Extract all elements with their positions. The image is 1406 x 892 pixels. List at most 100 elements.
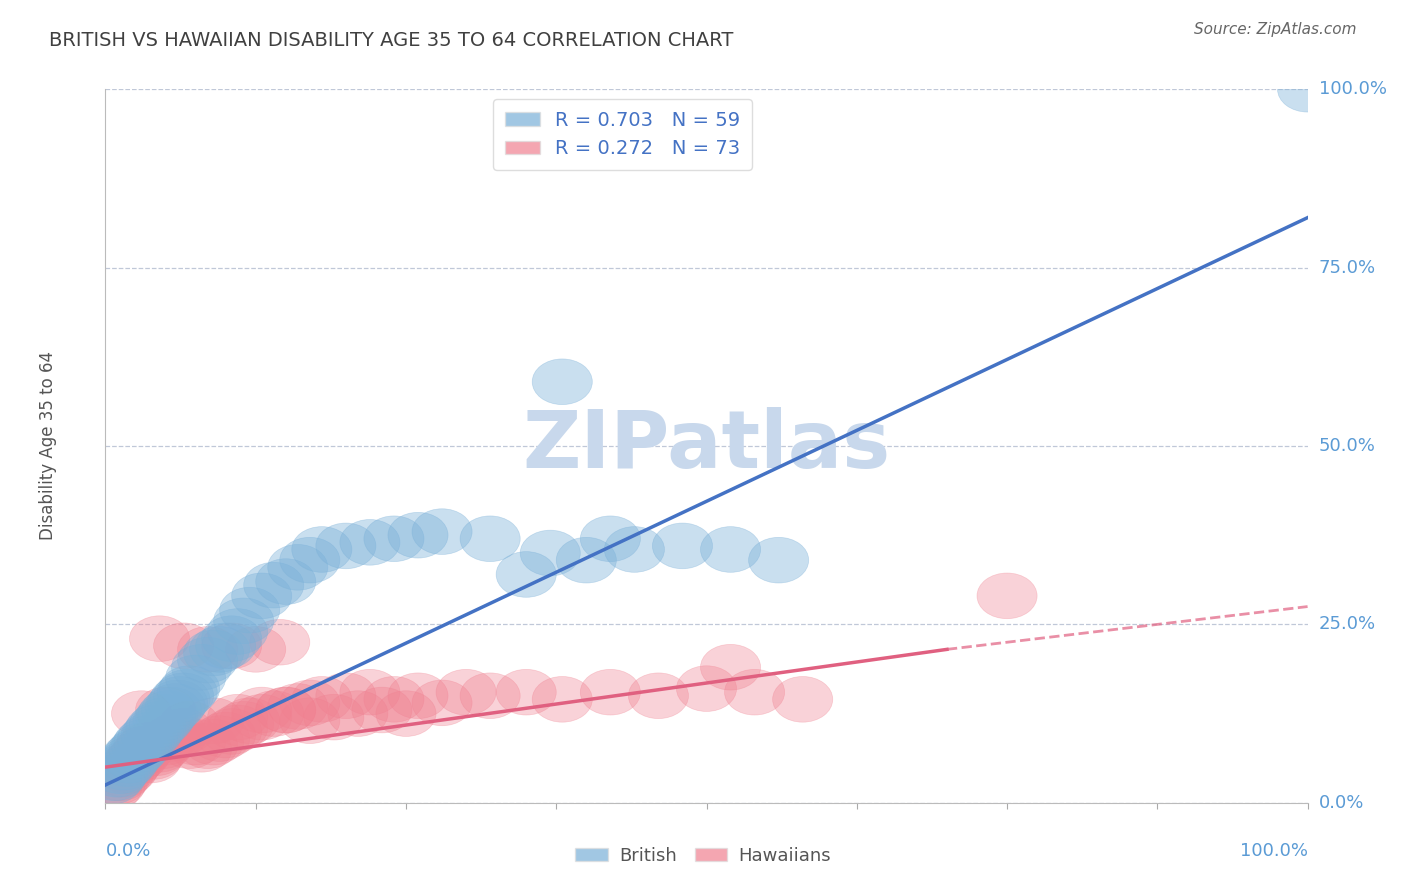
Ellipse shape <box>153 623 214 669</box>
Ellipse shape <box>184 698 243 744</box>
Ellipse shape <box>773 676 832 723</box>
Ellipse shape <box>700 644 761 690</box>
Text: 0.0%: 0.0% <box>105 842 150 860</box>
Ellipse shape <box>250 619 309 665</box>
Ellipse shape <box>159 665 219 712</box>
Ellipse shape <box>153 708 214 755</box>
Ellipse shape <box>375 690 436 737</box>
Ellipse shape <box>148 680 208 726</box>
Ellipse shape <box>340 669 399 715</box>
Ellipse shape <box>153 673 214 719</box>
Ellipse shape <box>184 719 243 765</box>
Ellipse shape <box>90 755 150 801</box>
Ellipse shape <box>101 733 162 780</box>
Ellipse shape <box>129 615 190 662</box>
Ellipse shape <box>135 719 195 765</box>
Ellipse shape <box>219 698 280 744</box>
Text: Source: ZipAtlas.com: Source: ZipAtlas.com <box>1194 22 1357 37</box>
Ellipse shape <box>84 762 145 808</box>
Ellipse shape <box>496 551 557 598</box>
Ellipse shape <box>195 623 256 669</box>
Ellipse shape <box>201 708 262 755</box>
Ellipse shape <box>157 669 218 715</box>
Ellipse shape <box>114 719 174 765</box>
Ellipse shape <box>129 726 190 772</box>
Ellipse shape <box>87 751 148 797</box>
Ellipse shape <box>243 690 304 737</box>
Ellipse shape <box>90 747 150 794</box>
Ellipse shape <box>292 526 352 573</box>
Ellipse shape <box>93 744 153 790</box>
Legend: R = 0.703   N = 59, R = 0.272   N = 73: R = 0.703 N = 59, R = 0.272 N = 73 <box>494 99 752 170</box>
Ellipse shape <box>628 673 689 719</box>
Ellipse shape <box>111 730 172 776</box>
Text: Disability Age 35 to 64: Disability Age 35 to 64 <box>39 351 56 541</box>
Text: 25.0%: 25.0% <box>1319 615 1376 633</box>
Ellipse shape <box>87 758 148 805</box>
Ellipse shape <box>135 694 195 740</box>
Ellipse shape <box>190 626 250 673</box>
Ellipse shape <box>219 587 280 633</box>
Ellipse shape <box>135 687 195 733</box>
Ellipse shape <box>557 537 616 583</box>
Ellipse shape <box>748 537 808 583</box>
Ellipse shape <box>97 747 157 794</box>
Ellipse shape <box>134 698 193 744</box>
Ellipse shape <box>177 637 238 683</box>
Ellipse shape <box>118 723 177 769</box>
Ellipse shape <box>267 544 328 591</box>
Ellipse shape <box>124 733 184 780</box>
Ellipse shape <box>100 737 159 783</box>
Ellipse shape <box>280 680 340 726</box>
Ellipse shape <box>142 687 201 733</box>
Ellipse shape <box>127 705 186 751</box>
Ellipse shape <box>724 669 785 715</box>
Ellipse shape <box>105 730 166 776</box>
Ellipse shape <box>256 558 316 605</box>
Ellipse shape <box>166 719 226 765</box>
Ellipse shape <box>605 526 665 573</box>
Ellipse shape <box>201 615 262 662</box>
Ellipse shape <box>214 598 274 644</box>
Ellipse shape <box>195 712 256 758</box>
Ellipse shape <box>82 758 142 805</box>
Ellipse shape <box>328 690 388 737</box>
Ellipse shape <box>82 765 142 812</box>
Ellipse shape <box>225 626 285 673</box>
Ellipse shape <box>208 705 267 751</box>
Ellipse shape <box>208 694 267 740</box>
Ellipse shape <box>352 687 412 733</box>
Ellipse shape <box>111 723 172 769</box>
Ellipse shape <box>581 516 640 562</box>
Ellipse shape <box>84 755 145 801</box>
Ellipse shape <box>111 690 172 737</box>
Ellipse shape <box>93 751 153 797</box>
Ellipse shape <box>201 623 262 669</box>
Ellipse shape <box>280 698 340 744</box>
Ellipse shape <box>101 740 162 787</box>
Ellipse shape <box>340 519 399 566</box>
Ellipse shape <box>100 744 159 790</box>
Ellipse shape <box>1278 66 1337 112</box>
Text: 100.0%: 100.0% <box>1319 80 1386 98</box>
Ellipse shape <box>243 562 304 608</box>
Ellipse shape <box>172 726 232 772</box>
Ellipse shape <box>292 676 352 723</box>
Ellipse shape <box>364 676 425 723</box>
Ellipse shape <box>142 715 201 762</box>
Text: ZIPatlas: ZIPatlas <box>523 407 890 485</box>
Ellipse shape <box>256 687 316 733</box>
Ellipse shape <box>208 608 267 655</box>
Ellipse shape <box>129 701 190 747</box>
Ellipse shape <box>520 530 581 576</box>
Ellipse shape <box>581 669 640 715</box>
Ellipse shape <box>364 516 425 562</box>
Ellipse shape <box>184 630 243 676</box>
Ellipse shape <box>121 737 181 783</box>
Ellipse shape <box>110 726 169 772</box>
Ellipse shape <box>232 694 292 740</box>
Ellipse shape <box>436 669 496 715</box>
Ellipse shape <box>267 683 328 730</box>
Ellipse shape <box>232 687 292 733</box>
Ellipse shape <box>316 673 375 719</box>
